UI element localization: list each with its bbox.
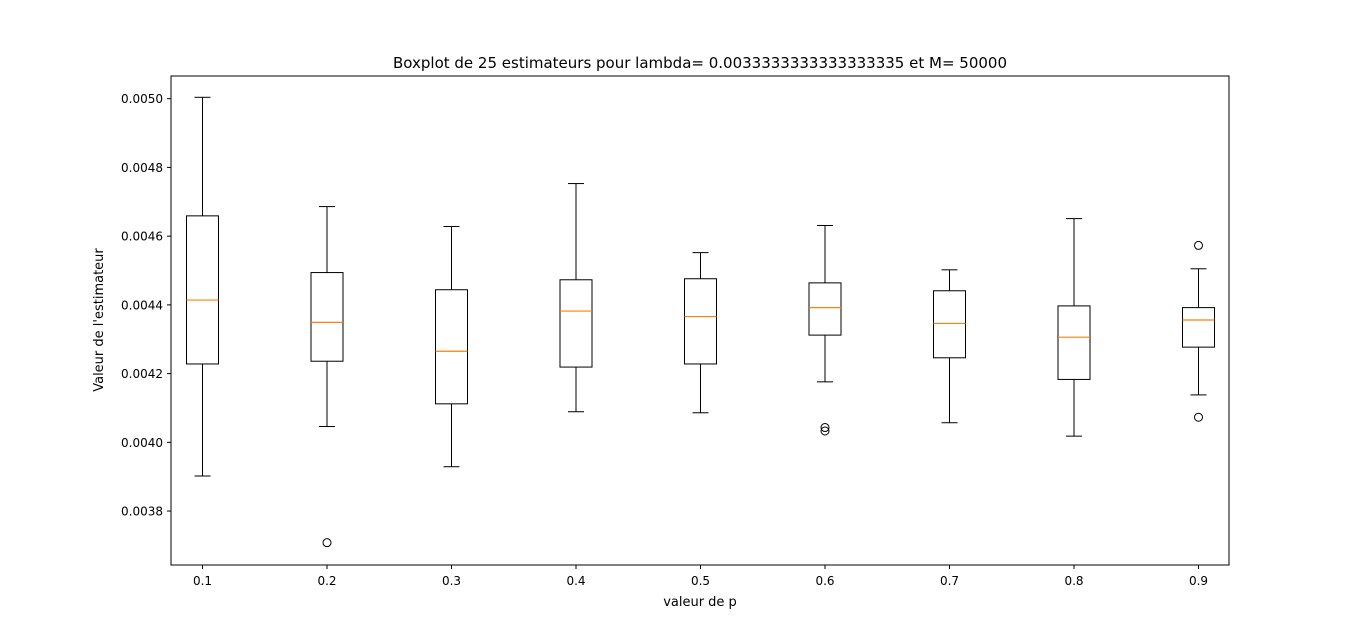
box — [1057, 305, 1091, 380]
y-tick-label: 0.0038 — [121, 505, 163, 519]
x-axis-label: valeur de p — [663, 595, 737, 610]
box — [310, 272, 344, 362]
box — [559, 279, 593, 368]
box — [1182, 307, 1215, 348]
x-tick-label: 0.4 — [566, 574, 585, 588]
y-tick-label: 0.0046 — [121, 230, 163, 244]
x-tick-label: 0.8 — [1064, 574, 1083, 588]
x-tick-label: 0.7 — [940, 574, 959, 588]
x-tick-label: 0.5 — [691, 574, 710, 588]
x-tick-label: 0.6 — [815, 574, 834, 588]
y-axis-label: Valeur de l'estimateur — [92, 248, 107, 392]
box-group-0.8 — [1057, 218, 1091, 437]
chart-title: Boxplot de 25 estimateurs pour lambda= 0… — [393, 54, 1007, 72]
y-tick-label: 0.0040 — [121, 436, 163, 450]
x-tick-label: 0.3 — [442, 574, 461, 588]
y-tick-label: 0.0048 — [121, 161, 163, 175]
y-axis: 0.0038 0.0040 0.0042 0.0044 0.0046 0.0048 0.00… — [121, 92, 171, 519]
plot-area — [170, 75, 1230, 566]
outlier-point — [820, 426, 830, 436]
box-group-0.2 — [310, 206, 344, 548]
outlier-point — [820, 423, 830, 433]
y-tick-label: 0.0044 — [121, 298, 163, 312]
outlier-point — [1194, 240, 1203, 250]
outlier-point — [1194, 412, 1203, 422]
box-group-0.6 — [808, 224, 842, 436]
x-axis: 0.1 0.2 0.3 0.4 0.5 0.6 0.7 0.8 0.9 — [193, 565, 1208, 588]
box — [933, 290, 966, 359]
box-series — [186, 96, 1215, 548]
outlier-point — [322, 538, 332, 548]
box-group-0.3 — [435, 226, 468, 468]
x-tick-label: 0.1 — [193, 574, 212, 588]
box-group-0.4 — [559, 183, 593, 413]
box — [186, 215, 219, 365]
x-tick-label: 0.9 — [1189, 574, 1208, 588]
box-group-0.1 — [186, 96, 219, 477]
box-group-0.5 — [684, 252, 717, 414]
box — [684, 278, 717, 365]
box — [435, 289, 468, 405]
box — [808, 282, 842, 336]
y-tick-label: 0.0050 — [121, 92, 163, 106]
box-group-0.7 — [933, 269, 966, 424]
box-group-0.9 — [1182, 240, 1215, 422]
y-tick-label: 0.0042 — [121, 367, 163, 381]
x-tick-label: 0.2 — [317, 574, 336, 588]
